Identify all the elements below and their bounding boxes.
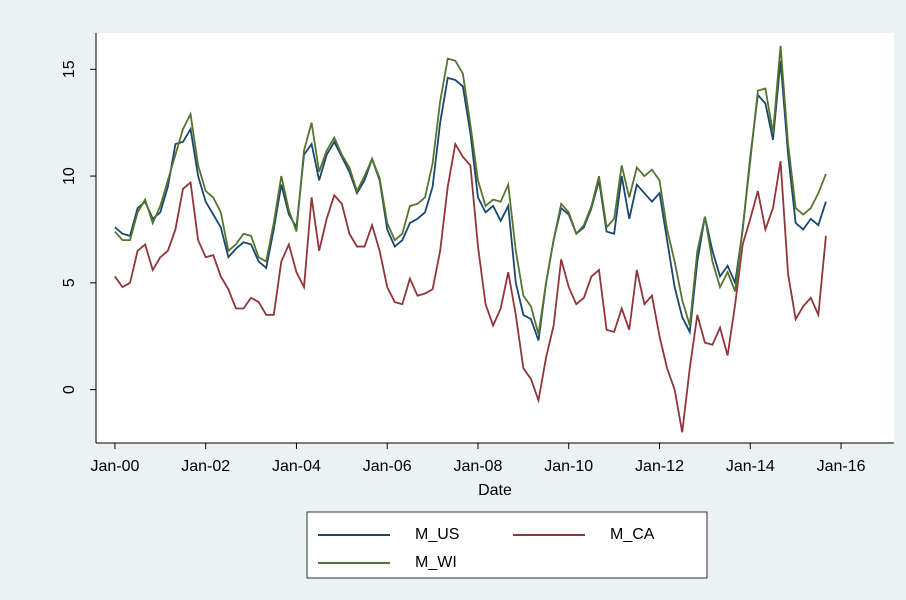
- y-tick-label: 10: [61, 167, 78, 185]
- x-tick-label: Jan-12: [635, 458, 684, 475]
- series-line: [114, 45, 827, 335]
- legend-label: M_US: [415, 526, 459, 543]
- legend-label: M_CA: [610, 526, 655, 543]
- y-tick-label: 5: [61, 278, 78, 287]
- y-tick-label: 0: [61, 385, 78, 394]
- x-tick-label: Jan-10: [544, 458, 593, 475]
- x-tick-label: Jan-00: [90, 458, 139, 475]
- y-tick-label: 15: [61, 60, 78, 78]
- x-tick-label: Jan-16: [817, 458, 866, 475]
- legend: [306, 511, 708, 579]
- x-tick-label: Jan-04: [272, 458, 321, 475]
- x-axis-label: Date: [478, 482, 512, 499]
- x-tick-label: Jan-06: [363, 458, 412, 475]
- series-line: [114, 141, 827, 433]
- x-tick-label: Jan-08: [454, 458, 503, 475]
- legend-label: M_WI: [415, 554, 457, 571]
- x-tick-label: Jan-02: [181, 458, 230, 475]
- x-tick-label: Jan-14: [726, 458, 775, 475]
- plot-area: [96, 33, 894, 443]
